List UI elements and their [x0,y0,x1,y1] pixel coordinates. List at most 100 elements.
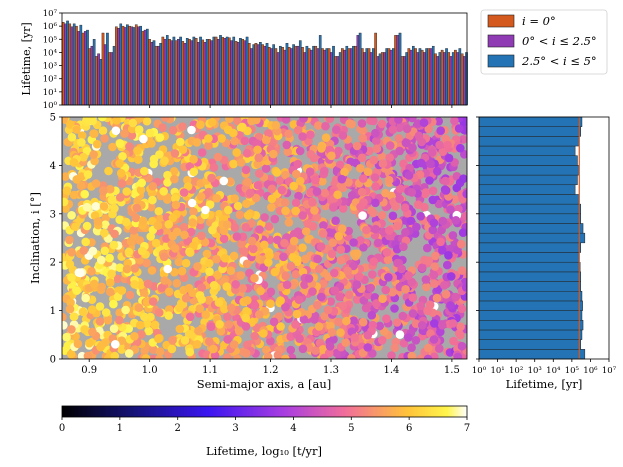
scatter-point [67,248,76,257]
scatter-point [399,159,408,169]
scatter-point [407,188,417,197]
scatter-point [229,159,238,169]
top-bar [128,25,131,106]
right-x-tick-label: 10⁷ [602,366,617,376]
scatter-point [204,296,214,305]
scatter-point [179,222,189,232]
top-bar [436,56,439,106]
scatter-point [393,221,402,231]
top-bar [188,39,191,106]
scatter-point [457,341,467,351]
top-bar [163,39,167,106]
scatter-point [269,317,279,327]
scatter-point [422,282,431,292]
scatter-point [401,285,410,294]
scatter-point [195,304,205,314]
scatter-point [125,290,135,300]
scatter-point [314,322,324,331]
scatter-point [336,255,346,265]
scatter-point [377,336,387,345]
scatter-point [289,181,299,191]
scatter-point [416,158,426,168]
main-x-tick-label: 1.5 [444,365,460,376]
scatter-point [421,275,431,284]
scatter-point [164,311,173,320]
scatter-point [329,203,338,212]
top-bar [219,35,222,106]
scatter-point [454,329,464,338]
scatter-point [339,197,348,206]
scatter-point [81,293,90,303]
scatter-point [377,119,387,129]
scatter-point [140,166,149,176]
top-y-ticks: 10⁰ 10¹ 10² 10³ 10⁴ 10⁵ 10⁶ 10⁷ [43,9,62,111]
scatter-point [430,279,439,289]
top-bar [380,52,384,106]
scatter-point [404,333,413,342]
scatter-point [338,204,348,213]
scatter-point [238,284,247,293]
scatter-point [452,172,462,181]
scatter-point [105,184,115,194]
right-x-tick-label: 10⁰ [472,366,487,376]
scatter-point [331,216,340,225]
scatter-point [142,319,152,329]
scatter-point [450,117,459,125]
top-bar [174,40,178,106]
top-bar [123,27,127,106]
scatter-point [397,264,407,274]
scatter-point [391,202,400,211]
scatter-point [174,257,184,267]
top-bar [274,48,278,106]
scatter-point [98,117,107,122]
scatter-point [79,246,89,255]
scatter-point [280,238,289,248]
scatter-point [289,236,299,246]
scatter-point [284,218,294,227]
scatter-point [169,167,179,176]
scatter-point [110,229,119,239]
scatter-point [193,340,202,349]
scatter-point [83,170,93,179]
scatter-point [93,217,103,226]
scatter-point [280,198,290,207]
top-bar [150,42,154,106]
scatter-point [99,202,109,211]
scatter-point [209,281,219,290]
scatter-point [443,260,452,270]
scatter-point [141,354,151,359]
scatter-point [79,152,88,162]
top-bar [66,20,69,106]
scatter-point [264,258,273,267]
scatter-point [400,203,410,212]
scatter-point [260,240,269,250]
scatter-point [105,253,114,263]
top-bar [354,45,357,106]
top-bar [334,56,338,106]
scatter-point [308,198,317,207]
scatter-point [254,169,264,178]
top-bar [301,47,304,106]
scatter-point [408,117,417,123]
scatter-point [456,322,465,332]
scatter-point [264,222,274,231]
top-bar [72,23,76,106]
scatter-point [333,190,343,199]
scatter-point [251,193,261,203]
top-bar [285,43,289,106]
top-bar [307,48,311,106]
scatter-point [159,252,169,262]
scatter-point [401,228,410,237]
scatter-point [126,237,136,246]
top-y-tick-label: 10⁷ [43,9,58,19]
scatter-point [142,297,152,307]
top-bar [389,49,393,106]
right-y-ticks [476,116,479,360]
scatter-point [352,141,362,151]
scatter-point [356,164,365,173]
scatter-point [320,166,329,176]
top-bar [332,45,335,106]
scatter-point [115,315,124,325]
legend-label-i-low: 0° < i ≤ 2.5° [522,34,597,48]
scatter-point [390,343,400,353]
